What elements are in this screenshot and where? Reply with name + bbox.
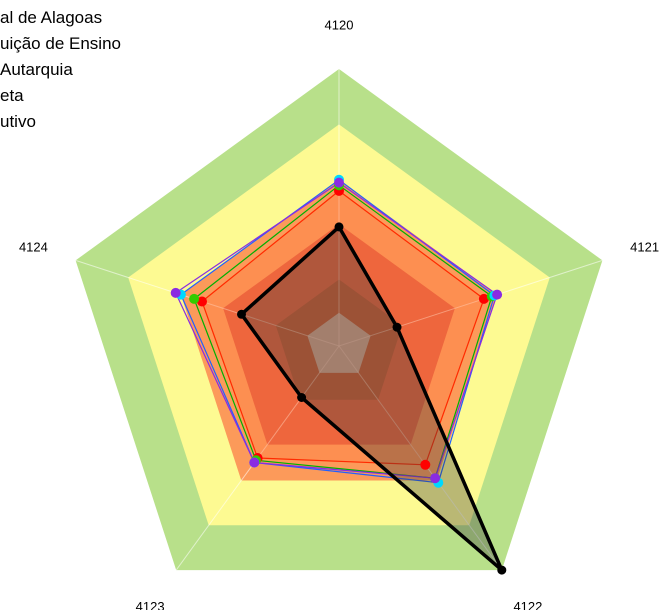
series-0-point-4122 — [420, 459, 431, 470]
axis-label-4124: 4124 — [19, 240, 48, 255]
series-0-point-4124 — [197, 296, 207, 307]
axis-label-4122: 4122 — [513, 599, 542, 610]
series-1-point-4124 — [189, 293, 200, 304]
series-3-point-4124 — [170, 287, 181, 298]
series-4-point-4123 — [297, 393, 307, 402]
chart-legend: al de Alagoas uição de Ensino Autarquia … — [0, 2, 200, 132]
radar-series — [170, 174, 507, 575]
series-3-line — [175, 182, 498, 479]
series-1-line — [193, 184, 493, 479]
series-3-point-4122 — [430, 473, 441, 484]
legend-entry: al de Alagoas — [0, 8, 103, 27]
axis-label-4123: 4123 — [136, 599, 165, 610]
legend-entry: utivo — [0, 112, 36, 131]
spoke-4122 — [338, 345, 503, 571]
series-3-point-4120 — [334, 177, 344, 188]
series-0-line — [201, 190, 485, 466]
legend-entry: Autarquia — [0, 60, 73, 79]
series-3-point-4123 — [249, 457, 260, 468]
series-0-point-4121 — [478, 293, 489, 304]
spoke-4124 — [75, 259, 340, 347]
axis-label-4120: 4120 — [325, 18, 354, 33]
series-4-point-4121 — [392, 322, 402, 332]
axis-label-4121: 4121 — [630, 240, 659, 255]
series-2-line — [180, 179, 495, 484]
radar-axis-labels: 4120 4121 4122 4123 4124 — [19, 18, 659, 610]
series-4-point-4124 — [237, 309, 246, 319]
series-4-point-4122 — [497, 565, 507, 575]
series-3-point-4121 — [492, 289, 503, 300]
spoke-4121 — [338, 259, 603, 347]
legend-entry: uição de Ensino — [0, 34, 121, 53]
legend-entry: eta — [0, 86, 24, 105]
series-4-point-4120 — [334, 222, 344, 232]
